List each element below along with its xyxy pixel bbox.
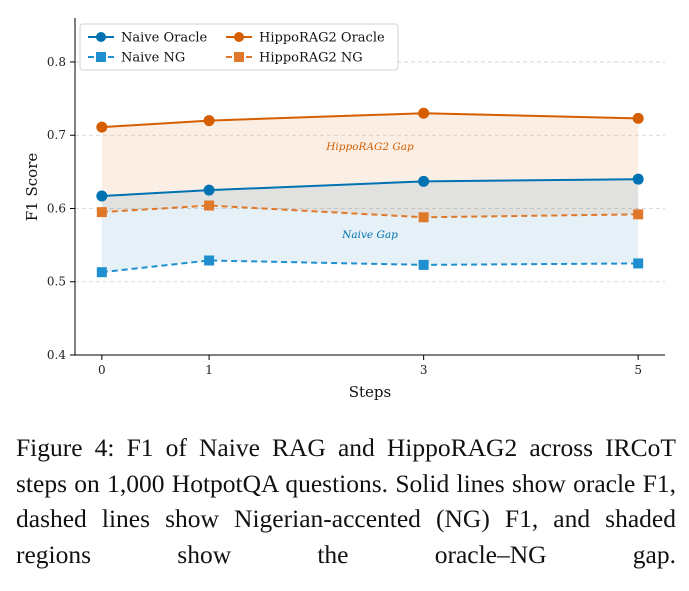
data-point (204, 255, 215, 266)
legend-entry: Naive Oracle (121, 31, 208, 46)
data-point (633, 258, 644, 269)
series (96, 107, 644, 278)
data-point (96, 267, 107, 278)
data-point (96, 190, 108, 202)
data-point (96, 121, 108, 133)
legend-entry: HippoRAG2 NG (259, 51, 363, 66)
data-point (204, 200, 215, 211)
series-line (101, 204, 639, 219)
legend-marker (234, 52, 244, 62)
data-point (96, 207, 107, 218)
gap-shading (101, 113, 639, 273)
data-point (632, 173, 644, 185)
f1-line-chart: 0.4 0.5 0.6 0.7 0.8 0 1 3 5 HippoRAG2 Gap Naive G… (23, 18, 665, 401)
data-point (203, 115, 215, 127)
y-tick-label: 0.7 (47, 128, 66, 142)
x-tick-label: 1 (205, 363, 213, 377)
y-axis-label: F1 Score (23, 153, 41, 222)
annotations: HippoRAG2 Gap Naive Gap (325, 141, 414, 241)
x-axis-label: Steps (349, 383, 391, 401)
y-tick-label: 0.6 (47, 201, 66, 215)
legend-box (79, 23, 399, 71)
figure-caption: Figure 4: F1 of Naive RAG and HippoRAG2 … (16, 433, 676, 569)
series-line (101, 259, 639, 274)
data-point (633, 209, 644, 220)
y-tick-label: 0.4 (47, 348, 66, 362)
x-tick-label: 3 (420, 363, 428, 377)
legend-marker (96, 52, 106, 62)
legend-entry: HippoRAG2 Oracle (259, 31, 385, 46)
data-point (418, 107, 430, 119)
legend-marker (234, 32, 244, 42)
x-tick-label: 0 (98, 363, 106, 377)
gap-region (101, 179, 639, 273)
gap-annotation: HippoRAG2 Gap (325, 141, 414, 153)
data-point (418, 175, 430, 187)
gap-region (101, 113, 639, 218)
data-point (418, 212, 429, 223)
data-point (418, 259, 429, 270)
data-point (203, 184, 215, 196)
legend-entry: Naive NG (121, 51, 185, 66)
y-tick-label: 0.8 (47, 55, 66, 69)
series-line (101, 178, 639, 198)
axes: 0.4 0.5 0.6 0.7 0.8 0 1 3 5 (47, 18, 665, 377)
data-point (632, 112, 644, 124)
legend-marker (96, 32, 106, 42)
gap-annotation: Naive Gap (341, 229, 398, 241)
x-tick-label: 5 (634, 363, 642, 377)
series-line (101, 112, 639, 129)
y-tick-label: 0.5 (47, 275, 66, 289)
legend: Naive Oracle HippoRAG2 Oracle Naive NG Hipp… (79, 23, 399, 71)
